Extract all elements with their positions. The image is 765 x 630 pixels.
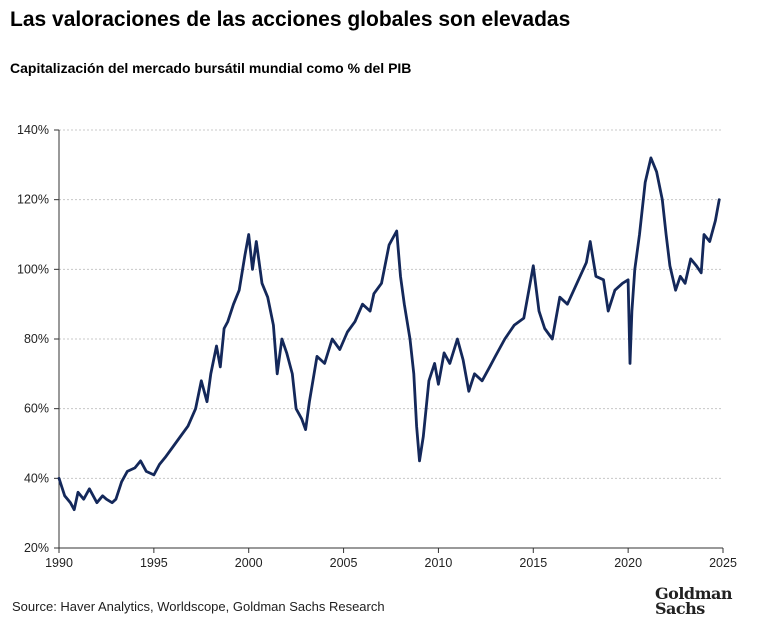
- logo-line-1: Goldman: [655, 584, 733, 603]
- y-tick-label: 80%: [24, 332, 49, 346]
- x-tick-label: 2015: [519, 556, 547, 570]
- y-tick-label: 40%: [24, 471, 49, 485]
- x-tick-label: 2010: [425, 556, 453, 570]
- y-tick-label: 100%: [17, 262, 49, 276]
- series-line: [57, 156, 721, 512]
- y-tick-label: 140%: [17, 123, 49, 137]
- source-note: Source: Haver Analytics, Worldscope, Gol…: [12, 599, 385, 614]
- y-tick-label: 20%: [24, 541, 49, 555]
- x-tick-label: 2005: [330, 556, 358, 570]
- x-tick-label: 2000: [235, 556, 263, 570]
- x-tick-label: 1995: [140, 556, 168, 570]
- x-tick-label: 2020: [614, 556, 642, 570]
- chart-subtitle: Capitalización del mercado bursátil mund…: [10, 60, 412, 76]
- line-chart: 20% 40% 60% 80% 100% 120% 140% 1990 1995 2000 2005…: [17, 123, 737, 570]
- y-tick-label: 120%: [17, 193, 49, 207]
- x-tick-label: 2025: [709, 556, 737, 570]
- chart-title: Las valoraciones de las acciones globale…: [10, 8, 571, 31]
- x-tick-label: 1990: [45, 556, 73, 570]
- y-tick-label: 60%: [24, 402, 49, 416]
- logo-line-2: Sachs: [655, 599, 705, 618]
- goldman-sachs-logo: Goldman Sachs: [655, 584, 733, 618]
